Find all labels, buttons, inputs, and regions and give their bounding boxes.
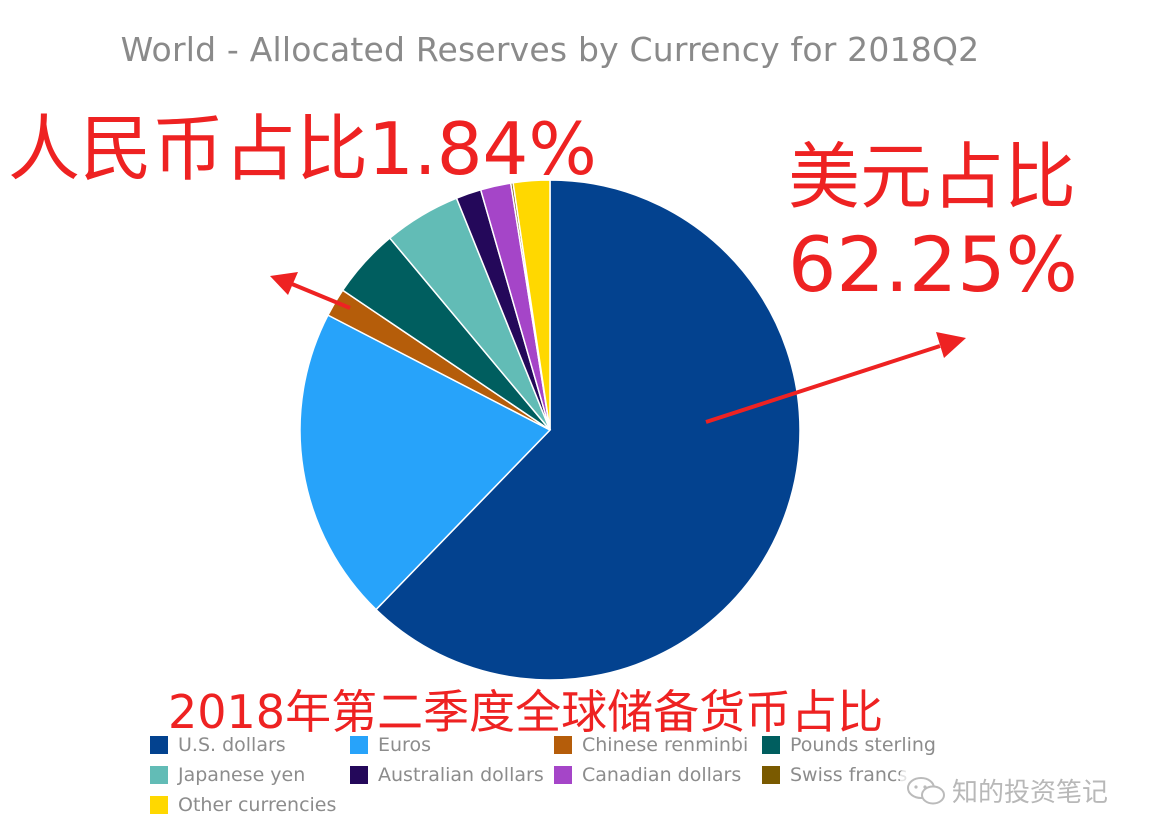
legend-swatch <box>350 736 368 754</box>
legend-swatch <box>150 796 168 814</box>
legend-label: Euros <box>378 734 431 756</box>
legend-item: Japanese yen <box>150 762 350 788</box>
watermark: 知的投资笔记 <box>900 770 1115 811</box>
chart-subtitle: 2018年第二季度全球储备货币占比 <box>168 685 884 739</box>
callout-arrows <box>270 272 966 424</box>
chart-title: World - Allocated Reserves by Currency f… <box>120 30 980 69</box>
rmb-callout: 人民币占比1.84% <box>8 107 597 191</box>
legend-label: Australian dollars <box>378 764 544 786</box>
usd-callout-value: 62.25% <box>788 220 1078 309</box>
legend-swatch <box>150 736 168 754</box>
legend-item: Euros <box>350 732 554 758</box>
legend-item: Other currencies <box>150 792 350 818</box>
rmb-arrow-head <box>270 272 298 295</box>
usd-arrow-line <box>705 344 941 424</box>
legend-item: Chinese renminbi <box>554 732 762 758</box>
rmb-arrow-line <box>291 282 351 310</box>
pie-slice-u-s-dollars <box>374 179 801 681</box>
pie-slice-euros <box>299 314 552 611</box>
usd-callout-label: 美元占比 <box>788 135 1077 219</box>
legend-label: Pounds sterling <box>790 734 936 756</box>
legend-label: Other currencies <box>178 794 337 816</box>
legend-swatch <box>350 766 368 784</box>
usd-arrow-head <box>936 332 966 358</box>
legend-swatch <box>554 766 572 784</box>
legend-swatch <box>762 766 780 784</box>
legend-item: U.S. dollars <box>150 732 350 758</box>
legend-swatch <box>554 736 572 754</box>
watermark-text: 知的投资笔记 <box>952 778 1109 808</box>
legend-item: Pounds sterling <box>762 732 962 758</box>
legend-item: Australian dollars <box>350 762 554 788</box>
legend-item: Swiss francs <box>762 762 962 788</box>
pie-slice-other-currencies <box>512 179 551 431</box>
legend-label: Swiss francs <box>790 764 908 786</box>
chat-bubbles-icon <box>907 776 945 804</box>
legend-swatch <box>150 766 168 784</box>
legend-label: U.S. dollars <box>178 734 286 756</box>
legend-item: Canadian dollars <box>554 762 762 788</box>
legend-label: Chinese renminbi <box>582 734 749 756</box>
legend: U.S. dollars Euros Chinese renminbi Pounds … <box>150 732 970 818</box>
legend-label: Canadian dollars <box>582 764 742 786</box>
legend-swatch <box>762 736 780 754</box>
legend-label: Japanese yen <box>178 764 306 786</box>
